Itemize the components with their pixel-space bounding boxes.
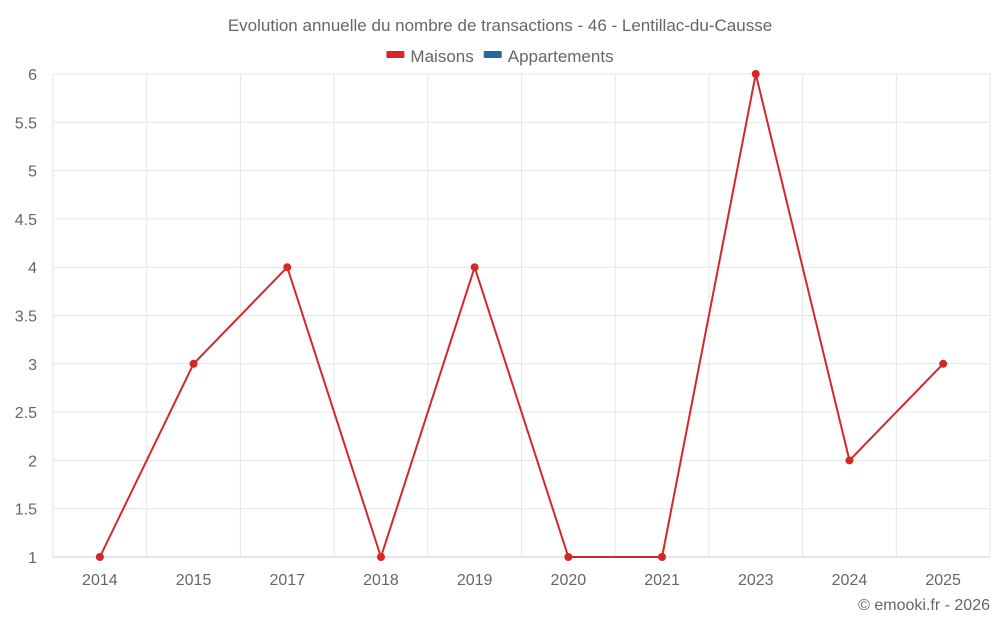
data-point[interactable] [470,263,479,272]
y-tick-label: 4.5 [15,212,37,229]
series-layer [95,70,948,561]
data-point[interactable] [658,553,667,561]
data-point[interactable] [845,456,854,465]
x-tick-label: 2023 [738,572,774,589]
data-point[interactable] [95,553,104,561]
x-tick-label: 2019 [457,572,493,589]
x-tick-label: 2020 [551,572,587,589]
legend: Maisons Appartements [386,47,614,66]
legend-label: Appartements [508,47,614,66]
x-tick-label: 2014 [82,572,118,589]
x-tick-label: 2018 [363,572,399,589]
chart-title: Evolution annuelle du nombre de transact… [228,16,772,35]
x-tick-label: 2017 [269,572,305,589]
x-tick-label: 2015 [176,572,212,589]
x-tick-label: 2021 [644,572,680,589]
x-tick-label: 2024 [832,572,868,589]
data-point[interactable] [189,359,198,368]
data-point[interactable] [564,553,573,561]
series-line-maisons [98,73,944,558]
legend-swatch [386,51,405,58]
y-tick-label: 6 [28,67,37,84]
data-point[interactable] [939,359,948,368]
legend-swatch [483,51,502,58]
y-axis-ticks: 1 1.5 2 2.5 3 3.5 4 4.5 5 5.5 6 [15,67,37,567]
y-tick-label: 1.5 [15,502,37,519]
y-tick-label: 5 [28,164,37,181]
y-tick-label: 5.5 [15,115,37,132]
legend-item-maisons[interactable]: Maisons [386,47,474,66]
x-tick-label: 2025 [925,572,961,589]
y-tick-label: 2 [28,453,37,470]
data-point[interactable] [283,263,292,272]
y-tick-label: 4 [28,260,37,277]
y-tick-label: 3 [28,357,37,374]
legend-item-appartements[interactable]: Appartements [483,47,614,66]
legend-label: Maisons [410,47,473,66]
x-axis-ticks: 2014 2015 2017 2018 2019 2020 2021 2023 2024 2025 [82,572,961,589]
grid [52,73,991,558]
credit-text: © emooki.fr - 2026 [858,597,990,614]
y-tick-label: 3.5 [15,309,37,326]
data-point[interactable] [376,553,385,561]
data-point[interactable] [751,70,760,78]
y-tick-label: 1 [28,550,37,567]
y-tick-label: 2.5 [15,405,37,422]
